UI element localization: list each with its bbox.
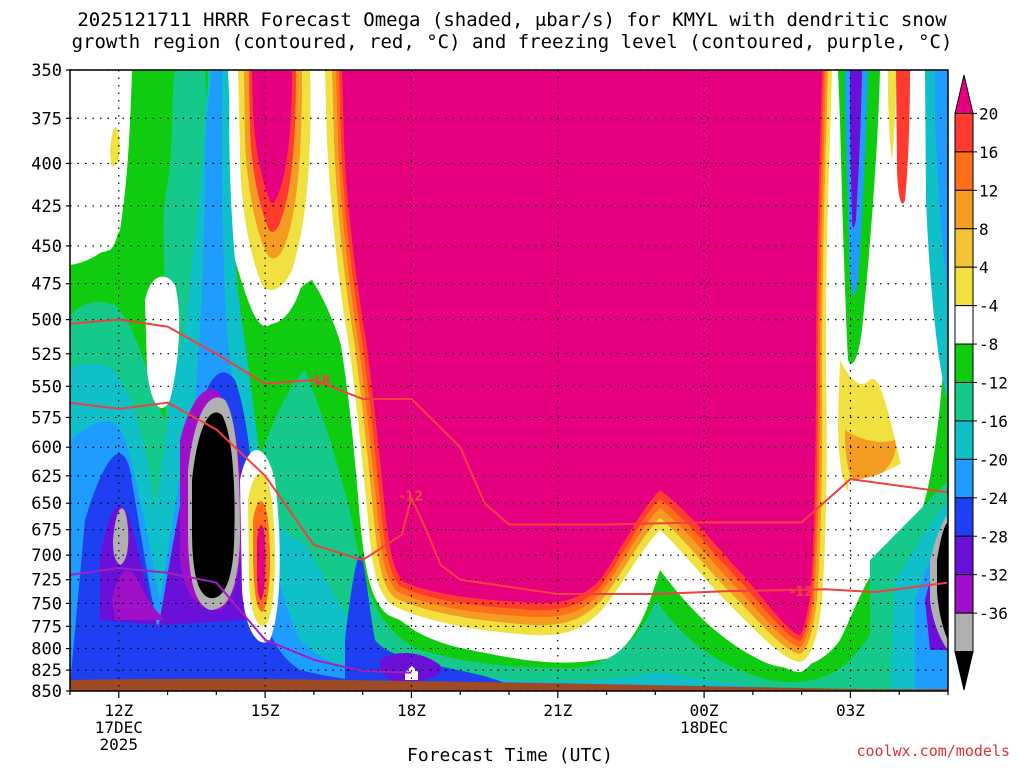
omega-right-lower-black (937, 522, 948, 640)
contour-line (70, 318, 948, 526)
omega-right-white-band (848, 440, 931, 545)
colorbar-cell (954, 535, 974, 576)
contour-label: -12 (400, 490, 424, 505)
colorbar-label: -24 (979, 489, 1008, 508)
y-tick-label: 450 (31, 237, 62, 257)
colorbar-label: 20 (979, 104, 998, 123)
chart-title-line-1: 2025121711 HRRR Forecast Omega (shaded, … (77, 9, 947, 31)
colorbar-cell (954, 189, 974, 230)
omega-positive-small-yellow (110, 126, 120, 167)
colorbar-cell (954, 497, 974, 537)
contour-line (70, 566, 412, 674)
omega-low-blue-tongue (345, 555, 520, 686)
omega-low-white-spot (405, 666, 418, 680)
y-tick-label: 600 (31, 438, 62, 458)
omega-band-teal-left (70, 70, 948, 691)
y-tick-label: 475 (31, 275, 62, 295)
colorbar-cell (954, 228, 974, 268)
omega-right-pos-column-yellow (888, 70, 896, 160)
colorbar-label: -32 (979, 566, 1008, 585)
y-tick-label: 650 (31, 494, 62, 514)
site-credit: coolwx.com/models (856, 742, 1010, 760)
y-tick-label: 500 (31, 311, 62, 331)
x-tick-label: 00Z (690, 701, 719, 720)
colorbar-cell (954, 458, 974, 499)
y-tick-label: 375 (31, 109, 62, 129)
colorbar-cell (954, 112, 974, 153)
colorbar: 20 16 12 8 4 -4 -8 -12 -16 -20 -24 -28 -32 -36 (954, 74, 1008, 691)
x-tick-label: 17DEC (95, 718, 143, 737)
omega-shading (70, 70, 948, 691)
y-tick-label: 825 (31, 661, 62, 681)
omega-neutral-white-hole (145, 276, 180, 409)
omega-right-blue (935, 70, 948, 300)
colorbar-label: -20 (979, 450, 1008, 469)
colorbar-cell (954, 151, 974, 191)
colorbar-label: 8 (979, 220, 989, 239)
x-tick-label: 2025 (100, 735, 139, 754)
contour-label: -12 (790, 585, 814, 600)
colorbar-label: 4 (979, 258, 989, 277)
contour-label: -18 (307, 374, 331, 389)
x-tick-label: 03Z (836, 701, 865, 720)
grid-lines (70, 69, 948, 692)
y-tick-label: 850 (31, 682, 62, 702)
y-tick-label: 725 (31, 571, 62, 591)
y-tick-label: 400 (31, 154, 62, 174)
colorbar-cell (954, 305, 974, 345)
omega-band-violet-left (112, 570, 165, 620)
y-tick-label: 425 (31, 197, 62, 217)
colorbar-label: 16 (979, 143, 998, 162)
terrain-ground (70, 678, 948, 691)
y-tick-label: 700 (31, 546, 62, 566)
x-tick-label: 18DEC (680, 718, 728, 737)
y-tick-label: 525 (31, 345, 62, 365)
colorbar-label: -8 (979, 335, 998, 354)
x-tick-label: 15Z (251, 701, 280, 720)
colorbar-label: -12 (979, 374, 1008, 393)
x-tick-label: 12Z (104, 701, 133, 720)
omega-minimum-black (192, 412, 235, 599)
colorbar-cell (954, 266, 974, 307)
omega-positive-magenta-col (252, 70, 292, 203)
y-tick-label: 800 (31, 640, 62, 660)
colorbar-cell (954, 382, 974, 422)
omega-positive-main-magenta (342, 70, 822, 635)
colorbar-label: -28 (979, 527, 1008, 546)
y-tick-label: 575 (31, 408, 62, 428)
omega-positive-lobe-magenta (257, 525, 266, 600)
colorbar-label: -36 (979, 604, 1008, 623)
omega-right-pos-column (896, 70, 910, 204)
y-tick-label: 775 (31, 617, 62, 637)
omega-minimum-gray-left (113, 508, 129, 565)
colorbar-label: -4 (979, 297, 998, 316)
y-tick-label: 675 (31, 521, 62, 541)
colorbar-cell (954, 651, 974, 691)
colorbar-cell (954, 74, 974, 114)
y-tick-label: 625 (31, 467, 62, 487)
y-axis-ticks: 350 375 400 425 450 475 500 525 550 575 600 625 650 6… (31, 61, 70, 702)
colorbar-cell (954, 343, 974, 383)
omega-right-purple-upper (850, 70, 862, 228)
contour-line (70, 401, 948, 596)
chart-title-line-2: growth region (contoured, red, °C) and f… (71, 31, 953, 53)
x-axis-title: Forecast Time (UTC) (407, 745, 613, 766)
y-tick-label: 550 (31, 377, 62, 397)
y-tick-label: 750 (31, 594, 62, 614)
temperature-contours: -18 -12 -12 (70, 318, 948, 674)
colorbar-label: 12 (979, 181, 998, 200)
colorbar-cell (954, 612, 974, 653)
omega-right-gold-band (845, 430, 896, 485)
colorbar-label: -16 (979, 412, 1008, 431)
y-tick-label: 350 (31, 61, 62, 81)
colorbar-cell (954, 574, 974, 614)
colorbar-cell (954, 420, 974, 460)
x-tick-label: 21Z (543, 701, 572, 720)
x-tick-label: 18Z (397, 701, 426, 720)
